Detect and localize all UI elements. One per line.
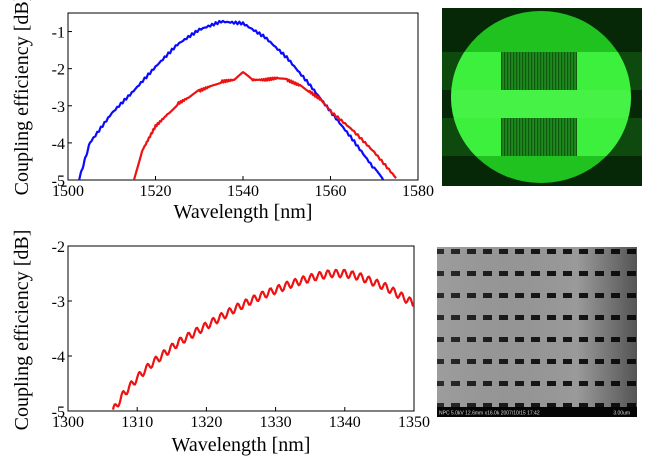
chart-bottom-ytick-label: -4 xyxy=(52,349,65,366)
chart-top-series xyxy=(78,19,397,180)
chart-bottom-ytick-label: -5 xyxy=(52,404,65,421)
chart-bottom-xtick-label: 1340 xyxy=(329,414,361,431)
chart-top-ytick-label: -3 xyxy=(52,99,65,116)
chart-bottom-series xyxy=(111,268,414,410)
chart-bottom-xtick-label: 1330 xyxy=(260,414,292,431)
chart-bottom-ytick-label: -2 xyxy=(52,239,65,256)
chart-top-xtick-label: 1500 xyxy=(52,183,84,200)
chart-bottom-series-line-0 xyxy=(111,268,414,410)
chart-bottom-plot-area xyxy=(67,245,415,412)
chart-top: 1500 1520 1540 1560 1580 -1 -2 -3 -4 -5 Wavelengt… xyxy=(11,0,434,223)
chart-bottom: 1300 1310 1320 1330 1340 1350 -2 -3 -4 -5 Wavelen… xyxy=(11,230,430,456)
chart-top-ylabel: Coupling efficiency [dB] xyxy=(11,0,33,195)
chart-top-xtick-label: 1560 xyxy=(315,183,347,200)
sem-caption-left: NPC 5.0kV 12.6mm x16.0k 2007/10/15 17:42 xyxy=(439,411,540,417)
optical-micrograph xyxy=(442,8,642,186)
chart-bottom-xtick-label: 1320 xyxy=(190,414,222,431)
sem-caption-right: 3.00um xyxy=(613,411,630,417)
chart-bottom-ylabel: Coupling efficiency [dB] xyxy=(11,230,33,431)
chart-top-plot-area xyxy=(67,12,419,181)
sem-micrograph: NPC 5.0kV 12.6mm x16.0k 2007/10/15 17:42… xyxy=(437,247,637,417)
chart-top-ytick-label: -4 xyxy=(52,136,65,153)
chart-top-xtick-label: 1540 xyxy=(227,183,259,200)
chart-bottom-ytick-label: -3 xyxy=(52,294,65,311)
chart-top-ticks: 1500 1520 1540 1560 1580 -1 -2 -3 -4 -5 xyxy=(52,25,434,200)
chart-top-xtick-label: 1580 xyxy=(402,183,434,200)
chart-bottom-xtick-label: 1310 xyxy=(121,414,153,431)
chart-bottom-ticks: 1300 1310 1320 1330 1340 1350 -2 -3 -4 -5 xyxy=(52,239,430,431)
chart-bottom-xtick-label: 1350 xyxy=(398,414,430,431)
chart-top-ytick-label: -2 xyxy=(52,62,65,79)
chart-top-ytick-label: -5 xyxy=(52,173,65,190)
chart-top-xtick-label: 1520 xyxy=(140,183,172,200)
chart-bottom-xlabel: Wavelength [nm] xyxy=(172,434,311,456)
chart-top-series-line-1 xyxy=(132,70,397,180)
chart-bottom-xtick-label: 1300 xyxy=(52,414,84,431)
chart-top-ytick-label: -1 xyxy=(52,25,65,42)
chart-top-series-line-0 xyxy=(78,19,385,180)
chart-top-xlabel: Wavelength [nm] xyxy=(174,201,313,223)
